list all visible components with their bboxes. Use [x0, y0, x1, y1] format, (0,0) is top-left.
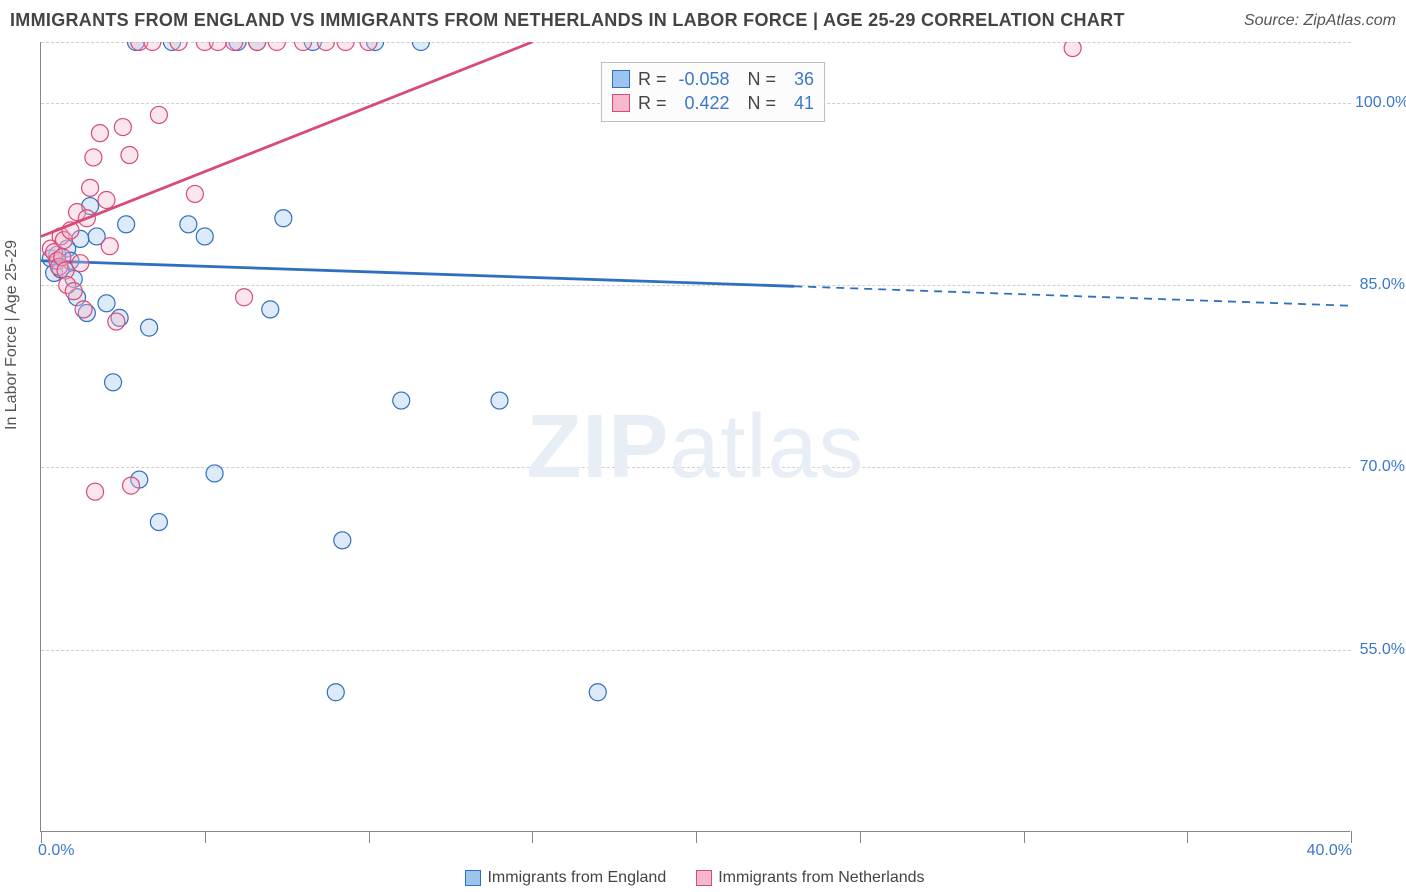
trendline-england — [41, 261, 794, 287]
x-tick — [696, 831, 697, 843]
scatter-point-netherlands — [144, 42, 161, 51]
scatter-point-england — [206, 465, 223, 482]
scatter-point-england — [412, 42, 429, 51]
stats-row-england: R =-0.058N =36 — [612, 67, 814, 91]
x-tick — [205, 831, 206, 843]
scatter-point-england — [141, 319, 158, 336]
legend-label: Immigrants from Netherlands — [718, 869, 924, 887]
trendline-netherlands — [41, 42, 532, 236]
x-tick — [1024, 831, 1025, 843]
chart-title: IMMIGRANTS FROM ENGLAND VS IMMIGRANTS FR… — [10, 10, 1125, 31]
plot-area: ZIPatlas 55.0%70.0%85.0%100.0% R =-0.058… — [40, 42, 1350, 832]
scatter-point-netherlands — [209, 42, 226, 51]
x-axis-start-label: 0.0% — [38, 842, 74, 860]
scatter-point-netherlands — [236, 289, 253, 306]
swatch-netherlands — [696, 870, 712, 886]
source-link[interactable]: ZipAtlas.com — [1304, 12, 1396, 29]
legend-item-netherlands: Immigrants from Netherlands — [696, 869, 924, 887]
scatter-point-england — [180, 216, 197, 233]
scatter-point-netherlands — [186, 185, 203, 202]
scatter-point-netherlands — [1064, 42, 1081, 57]
scatter-point-netherlands — [85, 149, 102, 166]
scatter-point-netherlands — [87, 483, 104, 500]
scatter-point-england — [105, 374, 122, 391]
x-axis-end-label: 40.0% — [1307, 842, 1352, 860]
plot-container: ZIPatlas 55.0%70.0%85.0%100.0% R =-0.058… — [40, 42, 1350, 832]
scatter-point-netherlands — [317, 42, 334, 51]
y-tick-label: 100.0% — [1355, 94, 1405, 112]
scatter-point-netherlands — [65, 283, 82, 300]
x-tick — [369, 831, 370, 843]
y-tick-label: 55.0% — [1355, 641, 1405, 659]
scatter-point-england — [491, 392, 508, 409]
scatter-point-england — [334, 532, 351, 549]
source-label: Source: ZipAtlas.com — [1244, 12, 1396, 30]
scatter-point-england — [275, 210, 292, 227]
scatter-point-netherlands — [75, 301, 92, 318]
scatter-plot-svg — [41, 42, 1351, 832]
scatter-point-netherlands — [249, 42, 266, 51]
scatter-point-england — [327, 684, 344, 701]
swatch-netherlands — [612, 94, 630, 112]
scatter-point-england — [98, 295, 115, 312]
legend-label: Immigrants from England — [487, 869, 666, 887]
scatter-point-england — [196, 228, 213, 245]
stats-row-netherlands: R =0.422N =41 — [612, 91, 814, 115]
y-tick-label: 85.0% — [1355, 276, 1405, 294]
x-tick — [1187, 831, 1188, 843]
stats-legend-box: R =-0.058N =36R =0.422N =41 — [601, 62, 825, 122]
scatter-point-netherlands — [72, 255, 89, 272]
scatter-point-netherlands — [268, 42, 285, 51]
scatter-point-netherlands — [121, 147, 138, 164]
scatter-point-england — [262, 301, 279, 318]
scatter-point-england — [393, 392, 410, 409]
scatter-point-netherlands — [108, 313, 125, 330]
scatter-point-netherlands — [150, 106, 167, 123]
scatter-point-england — [589, 684, 606, 701]
scatter-point-netherlands — [91, 125, 108, 142]
scatter-point-netherlands — [82, 179, 99, 196]
scatter-point-netherlands — [123, 477, 140, 494]
x-tick — [532, 831, 533, 843]
scatter-point-netherlands — [101, 238, 118, 255]
scatter-point-england — [118, 216, 135, 233]
trendline-dashed-england — [794, 286, 1351, 305]
y-axis-label: In Labor Force | Age 25-29 — [3, 240, 21, 430]
scatter-point-netherlands — [98, 192, 115, 209]
y-tick-label: 70.0% — [1355, 458, 1405, 476]
scatter-point-netherlands — [114, 119, 131, 136]
scatter-point-england — [150, 514, 167, 531]
swatch-england — [612, 70, 630, 88]
scatter-point-netherlands — [337, 42, 354, 51]
bottom-legend: Immigrants from England Immigrants from N… — [40, 869, 1350, 887]
legend-item-england: Immigrants from England — [465, 869, 666, 887]
swatch-england — [465, 870, 481, 886]
x-tick — [860, 831, 861, 843]
